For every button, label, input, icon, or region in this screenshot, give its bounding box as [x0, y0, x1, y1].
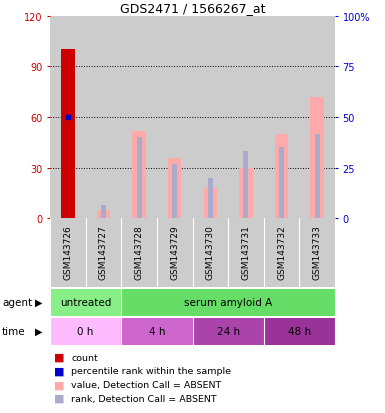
- Bar: [121, 289, 335, 316]
- Bar: [192, 318, 264, 345]
- Bar: [85, 17, 121, 219]
- Bar: [97, 211, 110, 219]
- Bar: [315, 135, 320, 219]
- Text: GSM143729: GSM143729: [170, 224, 179, 279]
- Bar: [204, 188, 217, 219]
- Text: ▶: ▶: [35, 297, 43, 308]
- Text: GSM143732: GSM143732: [277, 224, 286, 279]
- Text: value, Detection Call = ABSENT: value, Detection Call = ABSENT: [71, 380, 221, 389]
- Bar: [208, 178, 213, 219]
- Text: time: time: [2, 326, 25, 337]
- Text: 0 h: 0 h: [77, 326, 94, 337]
- Bar: [157, 219, 192, 287]
- Text: untreated: untreated: [60, 297, 111, 308]
- Text: 24 h: 24 h: [216, 326, 240, 337]
- Title: GDS2471 / 1566267_at: GDS2471 / 1566267_at: [120, 2, 265, 15]
- Bar: [50, 17, 85, 219]
- Text: GSM143728: GSM143728: [135, 224, 144, 279]
- Bar: [310, 97, 324, 219]
- Text: count: count: [71, 353, 98, 362]
- Bar: [50, 219, 85, 287]
- Bar: [300, 17, 335, 219]
- Text: GSM143727: GSM143727: [99, 224, 108, 279]
- Text: rank, Detection Call = ABSENT: rank, Detection Call = ABSENT: [71, 394, 217, 403]
- Text: serum amyloid A: serum amyloid A: [184, 297, 272, 308]
- Bar: [121, 318, 192, 345]
- Bar: [50, 318, 121, 345]
- Bar: [85, 219, 121, 287]
- Text: GSM143731: GSM143731: [241, 224, 250, 279]
- Bar: [300, 219, 335, 287]
- Bar: [239, 169, 253, 219]
- Bar: [192, 17, 228, 219]
- Bar: [121, 219, 157, 287]
- Bar: [243, 152, 248, 219]
- Bar: [157, 17, 192, 219]
- Text: 48 h: 48 h: [288, 326, 311, 337]
- Text: ▶: ▶: [35, 326, 43, 337]
- Text: ■: ■: [54, 366, 64, 376]
- Bar: [192, 219, 228, 287]
- Bar: [228, 17, 264, 219]
- Text: GSM143730: GSM143730: [206, 224, 215, 279]
- Bar: [264, 219, 300, 287]
- Bar: [275, 135, 288, 219]
- Text: ■: ■: [54, 380, 64, 389]
- Text: agent: agent: [2, 297, 32, 308]
- Bar: [168, 158, 181, 219]
- Text: ■: ■: [54, 393, 64, 403]
- Bar: [137, 138, 142, 219]
- Bar: [61, 50, 75, 219]
- Text: ■: ■: [54, 352, 64, 362]
- Bar: [264, 17, 300, 219]
- Bar: [132, 131, 146, 219]
- Bar: [279, 148, 284, 219]
- Text: GSM143726: GSM143726: [64, 224, 72, 279]
- Bar: [172, 165, 177, 219]
- Text: 4 h: 4 h: [149, 326, 165, 337]
- Bar: [264, 318, 335, 345]
- Bar: [121, 17, 157, 219]
- Bar: [228, 219, 264, 287]
- Bar: [101, 205, 106, 219]
- Bar: [50, 289, 121, 316]
- Text: GSM143733: GSM143733: [313, 224, 321, 279]
- Text: percentile rank within the sample: percentile rank within the sample: [71, 366, 231, 375]
